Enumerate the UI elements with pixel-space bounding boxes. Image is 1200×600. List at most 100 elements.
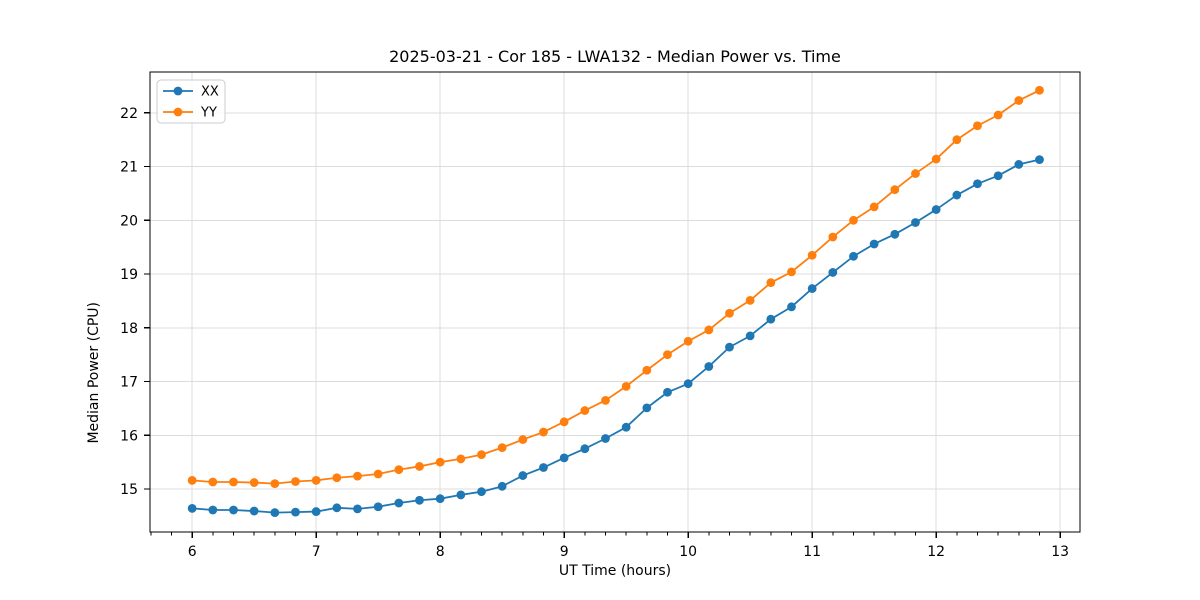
data-point-xx <box>642 403 652 413</box>
x-tick-label: 9 <box>560 544 569 560</box>
data-point-xx <box>477 487 486 497</box>
data-point-xx <box>952 190 962 200</box>
data-point-yy <box>745 295 755 305</box>
data-point-xx <box>890 229 900 239</box>
chart-title: 2025-03-21 - Cor 185 - LWA132 - Median P… <box>389 47 841 66</box>
data-point-yy <box>353 471 362 481</box>
data-point-yy <box>993 110 1003 120</box>
data-point-xx <box>745 331 755 341</box>
data-point-yy <box>828 232 838 242</box>
data-point-xx <box>869 239 879 249</box>
data-point-yy <box>291 477 300 486</box>
data-point-xx <box>601 434 610 443</box>
data-point-xx <box>353 504 362 514</box>
data-point-yy <box>208 477 218 487</box>
x-tick-label: 13 <box>1051 544 1069 560</box>
y-tick-label: 19 <box>120 267 138 283</box>
data-point-yy <box>725 308 734 318</box>
x-tick-label: 11 <box>803 544 821 560</box>
data-point-xx <box>311 507 321 516</box>
data-point-yy <box>1014 96 1024 105</box>
data-point-xx <box>1014 160 1024 169</box>
series-line-xx <box>192 158 1040 514</box>
data-point-xx <box>1035 155 1044 164</box>
data-point-xx <box>683 379 693 389</box>
legend-label-yy: YY <box>200 106 217 121</box>
data-point-xx <box>456 490 466 500</box>
data-point-yy <box>683 336 693 346</box>
data-point-yy <box>456 454 466 464</box>
data-point-xx <box>704 362 714 371</box>
data-point-xx <box>849 251 858 261</box>
data-point-yy <box>249 478 259 487</box>
data-point-xx <box>208 505 218 515</box>
data-point-yy <box>621 381 631 391</box>
y-tick-label: 22 <box>120 106 138 122</box>
data-point-xx <box>580 444 590 454</box>
data-point-yy <box>373 469 383 479</box>
data-point-xx <box>332 503 342 513</box>
data-point-yy <box>931 154 941 164</box>
x-tick-label: 8 <box>436 544 445 560</box>
data-point-xx <box>621 422 631 432</box>
data-point-yy <box>601 395 610 405</box>
legend-swatch-marker <box>173 86 183 96</box>
data-point-yy <box>663 350 672 360</box>
data-point-xx <box>559 453 569 463</box>
data-point-yy <box>497 443 507 453</box>
series-line-yy <box>192 89 1040 485</box>
x-tick-label: 7 <box>312 544 321 560</box>
x-axis-label: UT Time (hours) <box>558 563 672 579</box>
y-tick-label: 17 <box>120 375 138 391</box>
data-point-yy <box>1035 85 1044 95</box>
y-tick-label: 18 <box>120 321 138 337</box>
data-point-yy <box>415 462 424 471</box>
data-point-xx <box>993 171 1003 181</box>
y-tick-label: 20 <box>120 213 138 229</box>
data-point-xx <box>807 284 817 293</box>
data-point-xx <box>973 179 982 189</box>
data-point-yy <box>787 267 796 277</box>
data-point-xx <box>435 494 445 504</box>
data-point-yy <box>518 435 528 444</box>
data-point-yy <box>580 406 590 415</box>
x-tick-label: 6 <box>188 544 197 560</box>
data-point-xx <box>539 463 548 472</box>
data-point-xx <box>249 506 259 516</box>
legend-label-xx: XX <box>201 85 219 100</box>
data-point-yy <box>311 476 321 485</box>
legend-swatch-marker <box>173 107 183 117</box>
plot-border <box>149 71 1081 533</box>
data-point-yy <box>435 457 445 467</box>
data-point-yy <box>539 427 548 437</box>
data-point-yy <box>911 169 920 178</box>
data-point-xx <box>270 508 280 518</box>
y-tick-label: 15 <box>120 482 138 498</box>
data-point-yy <box>704 325 714 335</box>
data-point-xx <box>931 205 941 214</box>
data-point-yy <box>973 121 982 131</box>
data-point-yy <box>477 450 486 460</box>
x-tick-label: 12 <box>927 544 945 560</box>
y-tick-label: 21 <box>120 160 138 176</box>
data-point-yy <box>807 250 817 260</box>
data-point-yy <box>952 135 962 145</box>
data-point-yy <box>187 476 197 485</box>
data-point-xx <box>394 498 404 508</box>
data-point-xx <box>518 471 528 480</box>
data-point-xx <box>497 481 507 491</box>
data-point-yy <box>332 473 342 483</box>
data-point-xx <box>787 302 796 312</box>
data-point-yy <box>229 477 238 487</box>
data-point-yy <box>270 479 280 489</box>
data-point-xx <box>373 502 383 512</box>
data-point-yy <box>766 278 776 288</box>
x-tick-label: 10 <box>679 544 697 560</box>
data-point-yy <box>869 202 879 212</box>
data-point-xx <box>229 505 238 515</box>
data-point-yy <box>559 417 569 427</box>
data-point-yy <box>849 215 858 225</box>
data-point-yy <box>890 185 900 195</box>
data-point-xx <box>187 503 197 513</box>
